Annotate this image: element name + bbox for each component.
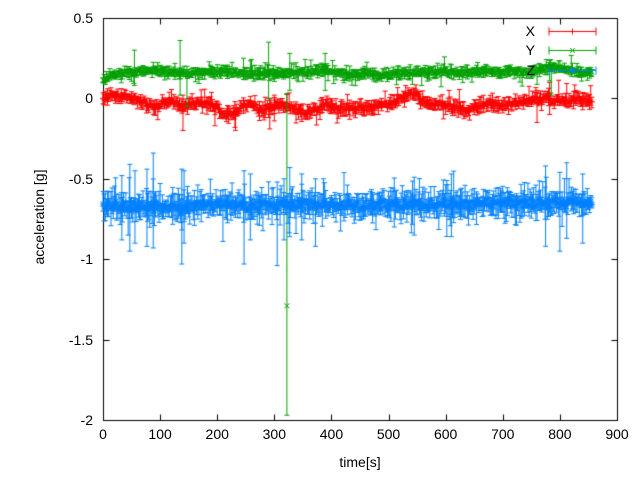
- x-tick-label: 300: [262, 426, 286, 442]
- y-tick-label: -2: [80, 412, 93, 428]
- x-tick-label: 200: [205, 426, 229, 442]
- x-tick-label: 500: [376, 426, 401, 442]
- x-tick-label: 900: [605, 426, 629, 442]
- legend-entry-z: Z: [526, 62, 535, 78]
- y-tick-label: 0: [85, 90, 93, 107]
- x-tick-label: 600: [433, 426, 458, 442]
- y-tick-label: -1: [80, 251, 93, 268]
- y-axis-title: acceleration [g]: [31, 169, 47, 265]
- x-tick-label: 700: [491, 426, 515, 442]
- x-tick-label: 800: [548, 426, 572, 442]
- x-tick-label: 400: [319, 426, 344, 442]
- x-tick-label: 0: [99, 426, 107, 442]
- x-axis-title: time[s]: [339, 454, 381, 470]
- x-tick-label: 100: [148, 426, 172, 442]
- y-tick-label: -1.5: [68, 331, 93, 348]
- legend-entry-y: Y: [525, 42, 535, 58]
- legend-entry-x: X: [525, 23, 535, 39]
- y-tick-label: 0.5: [73, 10, 93, 26]
- y-tick-label: -0.5: [68, 170, 93, 187]
